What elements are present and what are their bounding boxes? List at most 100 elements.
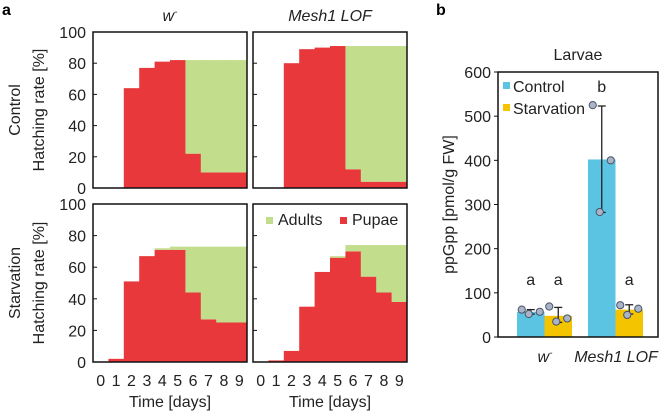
bar-pupae xyxy=(283,350,300,362)
data-point xyxy=(595,207,604,217)
bar-pupae xyxy=(314,271,331,362)
y-tick-label: 80 xyxy=(68,229,86,246)
x-tick-label: Mesh1 LOF xyxy=(574,349,659,366)
panel-b-ppgpp: Larvae a b a a 0 100 200 300 400 500 600 ppGpp [pmol… xyxy=(441,47,659,366)
bar-pupae xyxy=(391,301,408,362)
x-axis-label: Time [days] xyxy=(289,394,371,411)
plot-frame xyxy=(252,203,408,363)
bar-pupae xyxy=(299,306,316,362)
bar-pupae xyxy=(154,249,171,362)
plot-frame xyxy=(252,31,408,189)
y-tick-label: 20 xyxy=(68,150,86,167)
bar-pupae xyxy=(360,276,377,362)
x-axis-label: Time [days] xyxy=(129,394,211,411)
bar-pupae xyxy=(299,49,316,188)
subplot-starvation-mesh1: 0 1 2 3 4 5 6 7 8 9 Time [days] Adults Pupae xyxy=(252,203,408,411)
data-point xyxy=(606,156,615,165)
bar-adults xyxy=(360,46,377,182)
legend: Adults Pupae xyxy=(266,212,398,229)
y-tick-label: 0 xyxy=(77,355,86,372)
significance-letter: a xyxy=(554,272,563,289)
x-tick-label: w- xyxy=(538,348,554,366)
y-tick-label: 100 xyxy=(464,286,491,303)
bar-adults xyxy=(376,245,393,293)
x-tick-label: 2 xyxy=(287,373,296,390)
bar-adults xyxy=(330,256,346,258)
data-point xyxy=(623,310,632,320)
y-tick-label: 40 xyxy=(68,292,86,309)
bar-pupae xyxy=(391,181,408,188)
legend-swatch-starvation xyxy=(503,104,510,111)
bar-pupae xyxy=(170,249,186,362)
x-tick-label: 2 xyxy=(127,373,136,390)
legend-swatch-pupae xyxy=(340,217,347,224)
bar-pupae xyxy=(216,322,233,362)
data-point xyxy=(535,307,544,316)
x-tick-label: 3 xyxy=(302,373,311,390)
data-point xyxy=(634,304,643,313)
bar-pupae xyxy=(216,172,233,188)
y-axis-label: ppGpp [pmol/g FW] xyxy=(441,135,458,274)
x-tick-label: 1 xyxy=(272,373,281,390)
data-point xyxy=(524,309,533,319)
panel-label-b: b xyxy=(436,2,446,19)
significance-letter: a xyxy=(625,272,634,289)
legend-swatch-control xyxy=(503,82,510,89)
y-axis-label: Hatching rate [%] xyxy=(31,222,48,345)
y-tick-label: 0 xyxy=(482,330,491,347)
x-tick-label: 4 xyxy=(158,373,167,390)
bar-pupae xyxy=(154,61,171,188)
x-tick-label: 5 xyxy=(173,373,182,390)
legend: Control Starvation xyxy=(503,79,585,118)
significance-letter: b xyxy=(597,79,606,96)
bar-pupae xyxy=(268,360,285,362)
bar-pupae xyxy=(185,292,202,362)
bar-pupae xyxy=(185,153,202,188)
bar-pupae xyxy=(139,67,156,188)
x-tick-label: 0 xyxy=(96,373,105,390)
y-tick-label: 500 xyxy=(464,109,491,126)
bar-adults xyxy=(200,60,217,173)
bar-pupae xyxy=(376,181,393,188)
x-tick-label: 6 xyxy=(189,373,198,390)
data-point xyxy=(588,101,597,110)
legend-label-pupae: Pupae xyxy=(352,212,398,229)
y-tick-label: 100 xyxy=(59,197,86,214)
y-tick-label: 0 xyxy=(77,181,86,198)
bar-adults xyxy=(216,246,233,323)
data-point xyxy=(552,317,561,326)
bar-adults xyxy=(154,248,171,250)
bar-pupae xyxy=(123,88,140,188)
legend-swatch-adults xyxy=(266,217,273,224)
y-tick-label: 100 xyxy=(59,25,86,42)
superscript-minus: - xyxy=(174,7,178,18)
x-tick-label: 5 xyxy=(333,373,342,390)
column-title: Mesh1 LOF xyxy=(288,8,373,25)
legend-label-adults: Adults xyxy=(278,212,322,229)
bar-pupae xyxy=(314,47,331,188)
bar-adults xyxy=(391,245,408,302)
bar-adults xyxy=(216,60,233,173)
bar-pupae xyxy=(200,172,217,188)
bar-pupae xyxy=(283,63,300,189)
bar-adults xyxy=(185,246,202,293)
y-tick-label: 60 xyxy=(68,87,86,104)
data-point xyxy=(517,305,526,314)
x-tick-label: 3 xyxy=(142,373,151,390)
column-title: w- xyxy=(163,7,179,25)
plot-frame xyxy=(92,203,248,363)
chart-title: Larvae xyxy=(554,47,603,64)
x-tick-label: 6 xyxy=(349,373,358,390)
bar-adults xyxy=(391,46,408,182)
bar-adults xyxy=(170,246,186,250)
data-point xyxy=(563,314,572,323)
x-tick-label: 9 xyxy=(235,373,244,390)
bar-pupae xyxy=(139,256,156,362)
x-tick-label: 4 xyxy=(318,373,327,390)
bar-adults xyxy=(376,46,393,182)
data-point xyxy=(616,301,625,310)
y-tick-label: 20 xyxy=(68,323,86,340)
